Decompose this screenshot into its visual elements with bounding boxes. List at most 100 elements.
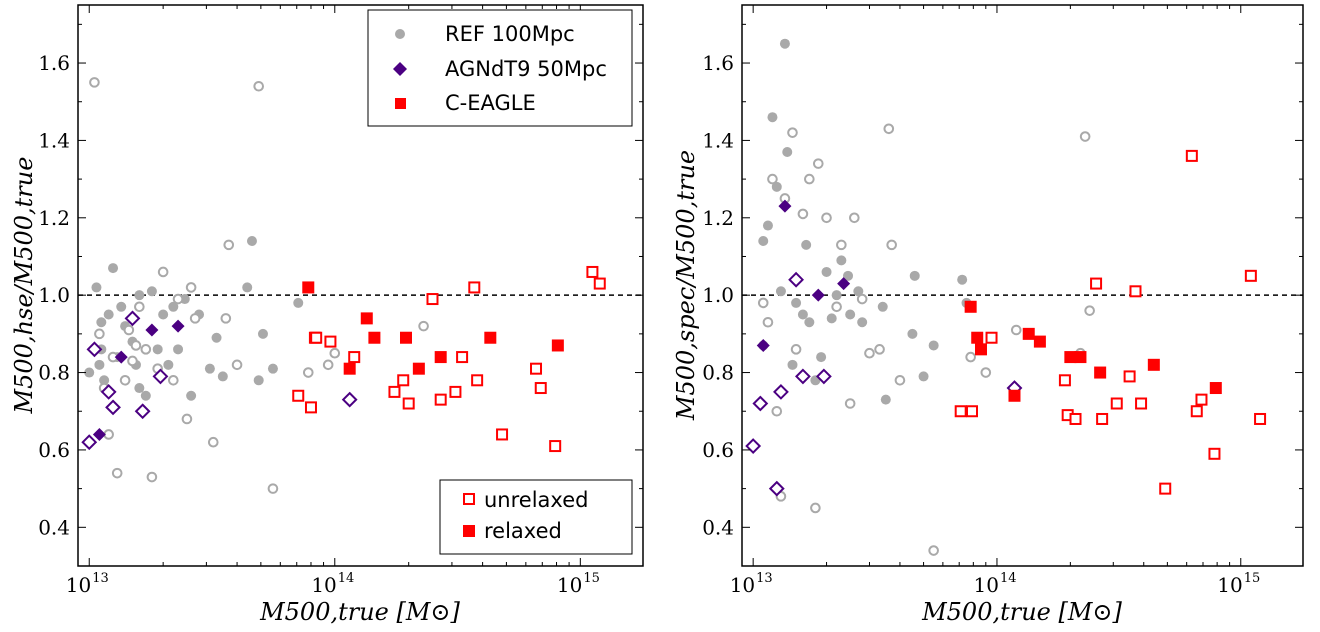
ceagle-point: [1254, 412, 1267, 425]
left-points: [78, 77, 643, 494]
right-ylabel: M500,spec/M500,true: [672, 150, 700, 421]
ref-point: [886, 239, 897, 251]
ref-point: [775, 286, 786, 297]
ref-point: [762, 220, 773, 231]
ref-point: [204, 363, 215, 374]
agn-point: [134, 403, 151, 420]
left-xtick-label: 10: [66, 573, 91, 597]
right-xtick-label: 10: [730, 573, 755, 597]
ref-point: [181, 413, 193, 425]
ref-point: [831, 301, 842, 313]
ref-point: [168, 301, 179, 312]
ref-point: [1079, 131, 1091, 142]
ref-point: [211, 332, 222, 343]
agn-point: [152, 368, 169, 385]
ref-point: [134, 290, 145, 301]
ceagle-point: [551, 339, 564, 352]
ref-point: [152, 344, 163, 355]
left-legend-top: REF 100Mpc AGNdT9 50Mpc C-EAGLE: [367, 9, 633, 127]
ref-point: [918, 371, 929, 382]
ref-point: [329, 347, 341, 359]
ceagle-point: [1022, 327, 1035, 340]
right-ytick-label: 1.0: [702, 283, 734, 307]
ref-point: [217, 371, 228, 382]
left-ytick-label: 0.6: [38, 438, 70, 462]
ref-point: [821, 212, 832, 224]
right-xtick-exponent: 14: [1000, 571, 1017, 586]
ref-point: [94, 328, 105, 340]
ceagle-point: [434, 393, 447, 406]
ref-point: [804, 317, 815, 328]
ceagle-point: [1190, 405, 1203, 418]
right-panel: 0.40.60.81.01.21.41.610 13 10 14 10 15 M500,s…: [672, 4, 1304, 626]
ref-point: [812, 158, 824, 169]
right-plot-frame: [741, 4, 1304, 567]
ceagle-point: [343, 362, 356, 375]
ceagle-point: [310, 331, 323, 344]
left-xtick-label: 10: [311, 573, 336, 597]
ref-point: [130, 340, 142, 351]
ceagle-point: [985, 331, 998, 344]
ref-point: [883, 123, 895, 135]
ref-point: [980, 367, 992, 378]
ref-point: [831, 290, 842, 301]
ref-point: [845, 309, 856, 320]
ceagle-point: [456, 351, 469, 364]
ref-point: [96, 317, 107, 328]
ref-point: [267, 363, 278, 374]
ref-point: [186, 390, 197, 401]
ref-point: [771, 405, 783, 417]
ref-point: [965, 351, 976, 363]
ref-point: [84, 367, 95, 378]
ref-point: [99, 375, 110, 386]
left-legend-bottom: unrelaxed relaxed: [439, 479, 633, 555]
left-xtick-exponent: 15: [583, 571, 600, 586]
left-ytick-label: 0.4: [38, 515, 70, 539]
right-ytick-label: 1.4: [702, 128, 734, 152]
ref-point: [223, 239, 235, 251]
ceagle-point: [348, 351, 361, 364]
ref-point: [257, 328, 268, 339]
legend-ceagle-marker: [395, 98, 406, 109]
ref-point: [804, 173, 815, 185]
legend-ref-marker: [395, 29, 405, 39]
ceagle-point: [292, 389, 305, 402]
left-ytick-label: 1.0: [38, 283, 70, 307]
ref-point: [758, 236, 769, 247]
left-xtick-exponent: 13: [92, 571, 109, 586]
left-xtick-exponent: 14: [338, 571, 355, 586]
ceagle-point: [1094, 366, 1107, 379]
ref-point: [757, 297, 769, 309]
agn-point: [81, 434, 98, 451]
ref-point: [787, 127, 798, 138]
ref-point: [762, 316, 774, 328]
ref-point: [826, 313, 837, 324]
agn-point: [171, 319, 185, 333]
ref-point: [246, 236, 257, 247]
ref-point: [836, 239, 847, 251]
ref-point: [158, 309, 169, 320]
ceagle-point: [1185, 149, 1198, 162]
ceagle-point: [1096, 412, 1109, 425]
ceagle-point: [954, 405, 967, 418]
ref-point: [418, 320, 429, 332]
ceagle-point: [434, 351, 447, 364]
ceagle-point: [1147, 358, 1160, 371]
ref-point: [782, 147, 793, 158]
ref-point: [877, 301, 888, 312]
ceagle-point: [593, 277, 606, 290]
ref-point: [801, 239, 812, 250]
ceagle-point: [368, 331, 381, 344]
legend-bottom-box: [439, 479, 633, 555]
left-ylabel-text: M500,hse/M500,true: [10, 157, 38, 415]
ref-point: [797, 309, 808, 320]
ref-point: [185, 282, 197, 293]
ceagle-point: [1033, 335, 1046, 348]
ceagle-point: [1123, 370, 1136, 383]
legend-ref-label: REF 100Mpc: [445, 22, 575, 46]
ref-point: [836, 255, 847, 266]
right-ytick-label: 1.6: [702, 51, 734, 75]
ceagle-point: [1090, 277, 1103, 290]
ref-point: [267, 483, 279, 494]
ceagle-point: [324, 335, 337, 348]
